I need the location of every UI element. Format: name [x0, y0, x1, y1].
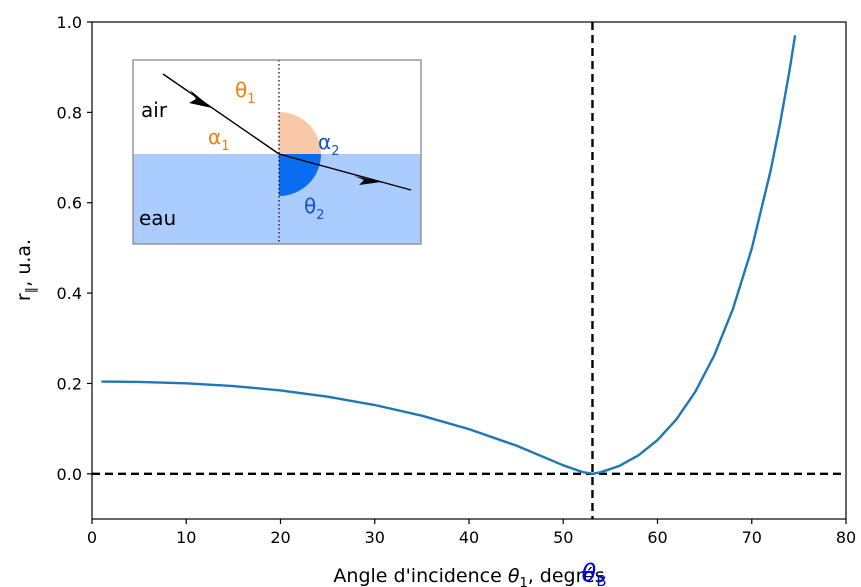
plot-area: [92, 22, 846, 519]
y-axis-suffix: , u.a.: [13, 239, 35, 287]
medium-air-label: air: [141, 98, 168, 122]
x-tick-label: 30: [365, 528, 385, 547]
refraction-inset: air eau θ1 α1 α2 θ2: [132, 59, 422, 245]
theta2-angle-sector: [279, 154, 321, 196]
x-tick-label: 40: [459, 528, 479, 547]
y-tick-label: 0.2: [57, 374, 82, 393]
y-tick-label: 0.4: [57, 284, 82, 303]
inset-water-region: [133, 154, 421, 244]
theta2-subscript: 2: [316, 208, 324, 223]
medium-water-label: eau: [139, 206, 176, 230]
x-tick-label: 70: [742, 528, 762, 547]
series-line-0: [101, 35, 797, 476]
refracted-arrow-icon: [354, 176, 381, 185]
alpha2-subscript: 2: [331, 144, 339, 159]
inset-air-region: [133, 60, 421, 154]
ticks: 0 10 20 30 40 50 60 70 80 0.0 0.2 0.4 0.6 0.8 1.0: [57, 13, 857, 547]
x-axis-subscript: 1: [519, 576, 527, 587]
x-tick-label: 80: [836, 528, 856, 547]
theta-b-subscript: B: [596, 572, 606, 587]
x-axis-label: Angle d'incidence θ1, degrés: [333, 565, 604, 587]
incident-arrow-icon: [189, 90, 212, 108]
x-tick-label: 10: [176, 528, 196, 547]
x-tick-label: 20: [270, 528, 290, 547]
x-tick-label: 60: [647, 528, 667, 547]
y-tick-label: 1.0: [57, 13, 82, 32]
x-axis-suffix: , degrés: [528, 565, 605, 587]
refracted-ray: [278, 153, 412, 191]
y-tick-label: 0.8: [57, 103, 82, 122]
y-tick-label: 0.0: [57, 465, 82, 484]
y-axis-subscript: ∥: [24, 287, 39, 294]
x-tick-label: 0: [87, 528, 97, 547]
theta1-subscript: 1: [247, 92, 255, 107]
y-tick-label: 0.6: [57, 194, 82, 213]
inset-frame: [132, 59, 422, 245]
incident-ray: [162, 73, 280, 155]
x-axis-theta: θ: [508, 565, 520, 587]
alpha1-subscript: 1: [221, 139, 229, 154]
x-tick-label: 50: [553, 528, 573, 547]
theta1-angle-sector: [279, 112, 321, 154]
